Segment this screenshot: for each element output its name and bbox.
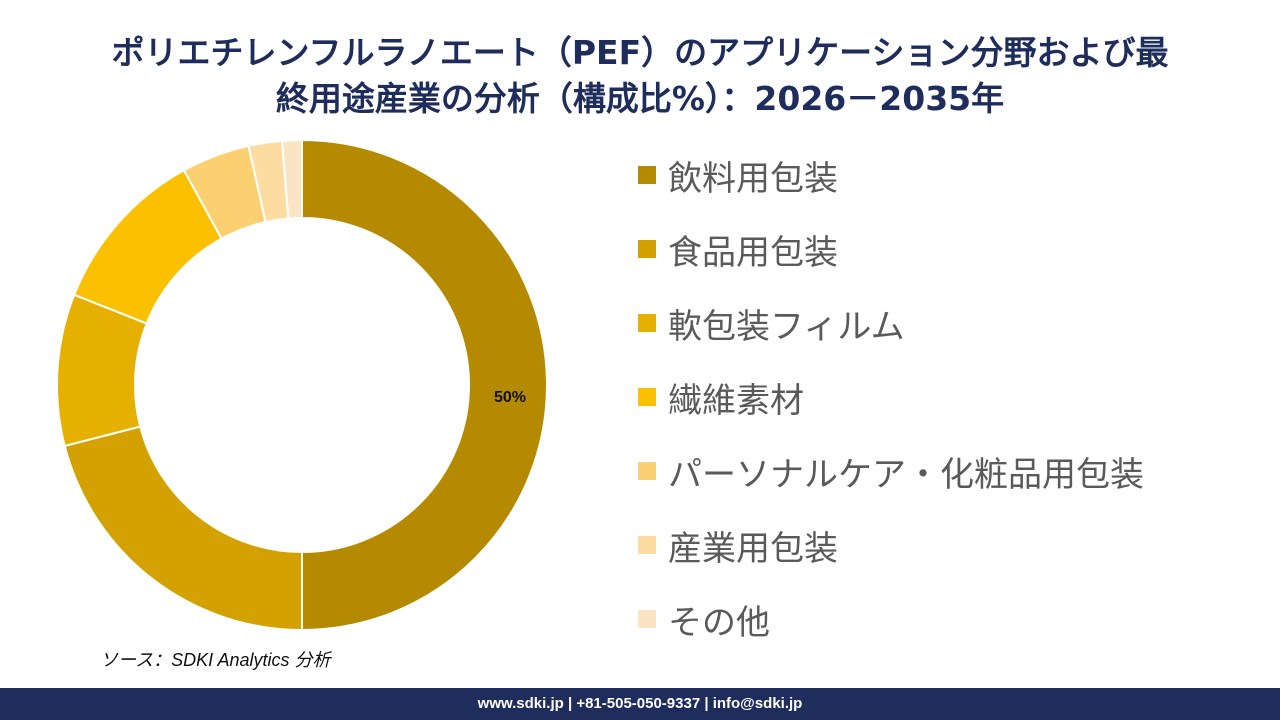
legend-item: 繊維素材 bbox=[638, 360, 1144, 434]
legend-item: 食品用包装 bbox=[638, 212, 1144, 286]
legend-swatch bbox=[638, 166, 656, 184]
donut-slices bbox=[56, 138, 548, 632]
legend-swatch bbox=[638, 240, 656, 258]
chart-title-line-1: ポリエチレンフルラノエート（PEF）のアプリケーション分野および最 bbox=[111, 33, 1169, 72]
source-note: ソース：SDKI Analytics 分析 bbox=[100, 650, 331, 670]
legend-swatch bbox=[638, 314, 656, 332]
legend-item: 軟包装フィルム bbox=[638, 286, 1144, 360]
legend-label: 飲料用包装 bbox=[668, 158, 838, 199]
legend-label: 繊維素材 bbox=[668, 380, 804, 421]
donut-slice bbox=[63, 425, 303, 632]
chart-legend: 飲料用包装食品用包装軟包装フィルム 繊維素材パーソナルケア・化粧品用包装 産業用包装… bbox=[638, 138, 1144, 656]
donut-slice bbox=[280, 138, 303, 220]
chart-title: ポリエチレンフルラノエート（PEF）のアプリケーション分野および最 終用途産業の… bbox=[20, 30, 1260, 122]
legend-item: パーソナルケア・化粧品用包装 bbox=[638, 434, 1144, 508]
legend-swatch bbox=[638, 462, 656, 480]
legend-label: 軟包装フィルム bbox=[668, 306, 905, 347]
donut-slice bbox=[301, 138, 548, 632]
legend-item: 産業用包装 bbox=[638, 508, 1144, 582]
legend-label: 産業用包装 bbox=[668, 528, 838, 569]
donut-chart: 50% bbox=[56, 138, 548, 632]
legend-item: その他 bbox=[638, 582, 1144, 656]
legend-swatch bbox=[638, 388, 656, 406]
footer-contact-bar: www.sdki.jp | +81-505-050-9337 | info@sd… bbox=[0, 688, 1280, 720]
legend-swatch bbox=[638, 536, 656, 554]
chart-title-line-2: 終用途産業の分析（構成比%）：2026－2035年 bbox=[275, 79, 1005, 118]
legend-label: 食品用包装 bbox=[668, 232, 838, 273]
legend-item: 飲料用包装 bbox=[638, 138, 1144, 212]
legend-label: パーソナルケア・化粧品用包装 bbox=[668, 454, 1144, 495]
legend-label: その他 bbox=[668, 602, 770, 643]
legend-swatch bbox=[638, 610, 656, 628]
data-label-beverage-packaging: 50% bbox=[494, 389, 526, 406]
